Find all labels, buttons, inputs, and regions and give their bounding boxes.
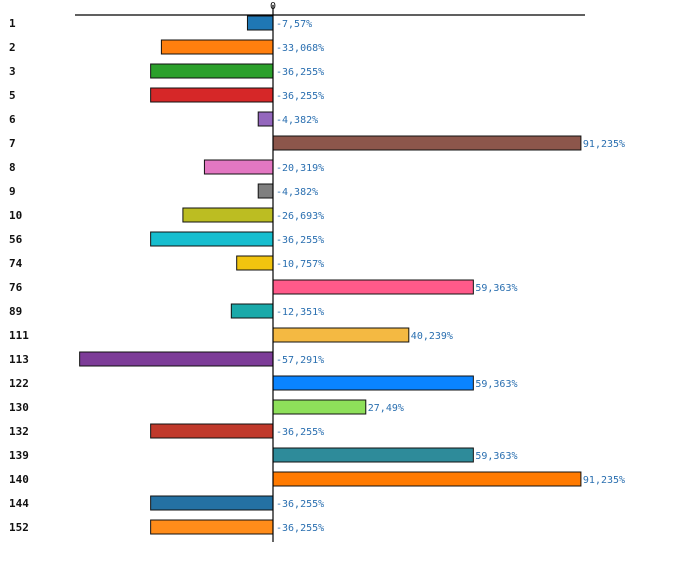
value-label-6: -4,382% — [276, 115, 318, 126]
value-label-1: -7,57% — [276, 19, 312, 30]
category-label-2: 2 — [9, 41, 16, 54]
bar-76 — [272, 279, 474, 295]
bar-2 — [160, 39, 274, 55]
bar-6 — [257, 111, 274, 127]
value-label-76: 59,363% — [475, 283, 517, 294]
bar-130 — [272, 399, 367, 415]
value-label-111: 40,239% — [411, 331, 453, 342]
bar-1 — [246, 15, 274, 31]
value-label-140: 91,235% — [583, 475, 625, 486]
bar-89 — [230, 303, 274, 319]
bars-group: 1 -7,57% 2 -33,068% 3 -36,255% 5 -36,255% 6 -4,38… — [9, 15, 625, 535]
bar-74 — [236, 255, 274, 271]
value-label-3: -36,255% — [276, 67, 324, 78]
bar-56 — [150, 231, 274, 247]
value-label-56: -36,255% — [276, 235, 324, 246]
category-label-8: 8 — [9, 161, 16, 174]
bar-3 — [150, 63, 274, 79]
category-label-144: 144 — [9, 497, 29, 510]
value-label-2: -33,068% — [276, 43, 324, 54]
value-label-144: -36,255% — [276, 499, 324, 510]
bar-139 — [272, 447, 474, 463]
bar-10 — [182, 207, 274, 223]
bar-152 — [150, 519, 274, 535]
category-label-113: 113 — [9, 353, 29, 366]
bar-5 — [150, 87, 274, 103]
value-label-89: -12,351% — [276, 307, 324, 318]
category-label-7: 7 — [9, 137, 16, 150]
value-label-132: -36,255% — [276, 427, 324, 438]
bar-113 — [79, 351, 274, 367]
bar-9 — [257, 183, 274, 199]
category-label-122: 122 — [9, 377, 29, 390]
category-label-76: 76 — [9, 281, 23, 294]
value-label-9: -4,382% — [276, 187, 318, 198]
bar-111 — [272, 327, 410, 343]
category-label-152: 152 — [9, 521, 29, 534]
bar-140 — [272, 471, 582, 487]
category-label-5: 5 — [9, 89, 16, 102]
value-label-130: 27,49% — [368, 403, 404, 414]
bar-7 — [272, 135, 582, 151]
category-label-89: 89 — [9, 305, 22, 318]
category-label-130: 130 — [9, 401, 29, 414]
bar-144 — [150, 495, 274, 511]
category-label-132: 132 — [9, 425, 29, 438]
category-label-140: 140 — [9, 473, 29, 486]
value-label-113: -57,291% — [276, 355, 324, 366]
category-label-111: 111 — [9, 329, 29, 342]
value-label-7: 91,235% — [583, 139, 625, 150]
value-label-122: 59,363% — [475, 379, 517, 390]
value-label-74: -10,757% — [276, 259, 324, 270]
category-label-9: 9 — [9, 185, 16, 198]
category-label-74: 74 — [9, 257, 23, 270]
category-label-139: 139 — [9, 449, 29, 462]
category-label-56: 56 — [9, 233, 23, 246]
category-label-3: 3 — [9, 65, 16, 78]
value-label-5: -36,255% — [276, 91, 324, 102]
value-label-152: -36,255% — [276, 523, 324, 534]
category-label-1: 1 — [9, 17, 16, 30]
category-label-6: 6 — [9, 113, 16, 126]
bar-132 — [150, 423, 274, 439]
bar-8 — [203, 159, 274, 175]
category-label-10: 10 — [9, 209, 22, 222]
value-label-10: -26,693% — [276, 211, 324, 222]
bar-122 — [272, 375, 474, 391]
value-label-139: 59,363% — [475, 451, 517, 462]
value-label-8: -20,319% — [276, 163, 324, 174]
